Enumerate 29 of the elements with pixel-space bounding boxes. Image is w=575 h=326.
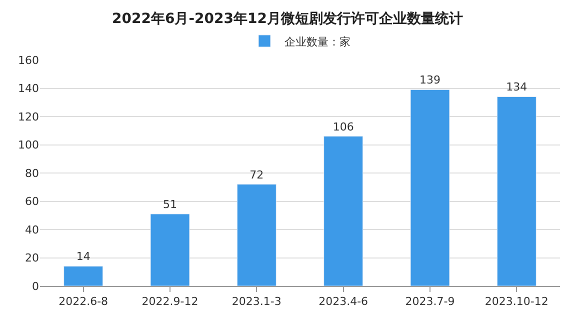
chart-title: 2022年6月-2023年12月微短剧发行许可企业数量统计	[112, 10, 463, 27]
y-tick-label: 140	[18, 82, 39, 96]
bar	[410, 89, 450, 286]
y-tick-label: 0	[32, 280, 39, 293]
y-tick-label: 40	[25, 223, 39, 236]
bar	[150, 214, 190, 286]
data-label: 72	[250, 168, 264, 182]
bar	[64, 266, 104, 286]
x-tick-label: 2022.9-12	[142, 295, 198, 308]
x-tick-label: 2023.1-3	[232, 295, 282, 308]
data-label: 139	[420, 74, 440, 87]
y-tick-label: 120	[18, 110, 39, 124]
data-label: 134	[506, 80, 528, 94]
data-label: 14	[76, 250, 90, 264]
x-tick-label: 2023.7-9	[405, 295, 455, 308]
x-tick-label: 2023.4-6	[318, 295, 368, 308]
x-tick-label: 2023.10-12	[484, 295, 548, 308]
y-tick-label: 80	[25, 166, 39, 180]
bar	[236, 184, 276, 286]
y-tick-label: 160	[18, 54, 39, 67]
x-tick-label: 2022.6-8	[58, 295, 108, 308]
data-label: 106	[332, 120, 354, 134]
bar	[324, 136, 364, 286]
y-tick-label: 60	[25, 195, 39, 208]
data-label: 51	[163, 198, 177, 211]
y-tick-label: 100	[18, 138, 39, 152]
bar	[496, 96, 536, 286]
y-tick-label: 20	[25, 252, 39, 265]
legend-label: 企业数量：家	[284, 35, 350, 48]
